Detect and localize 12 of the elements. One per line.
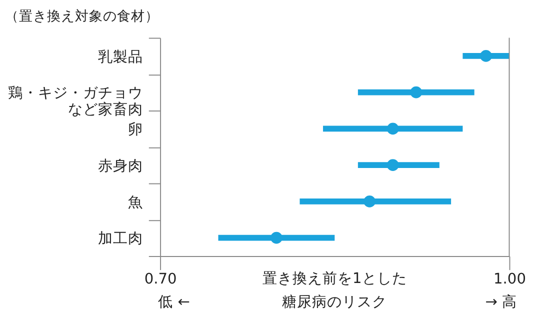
y-tick-label: 魚 [128,194,144,211]
text: 低 ← [158,293,190,310]
y-tick-label: 乳製品 [98,48,144,66]
x-tick-label: 1.00 [494,270,526,288]
text: → 高 [485,293,518,310]
x-tick-label: 0.70 [144,270,177,288]
y-tick-label: 赤身肉 [98,157,144,174]
y-tick-label: 鶏・キジ・ガチョウなど家畜肉 [8,84,144,118]
y-tick-label: 卵 [128,121,144,138]
y-axis-title: （置き換え対象の食材） [4,8,159,24]
x-axis-title: 置き換え前を1とした糖尿病のリスク [262,270,407,310]
y-tick-label: 加工肉 [98,230,144,248]
